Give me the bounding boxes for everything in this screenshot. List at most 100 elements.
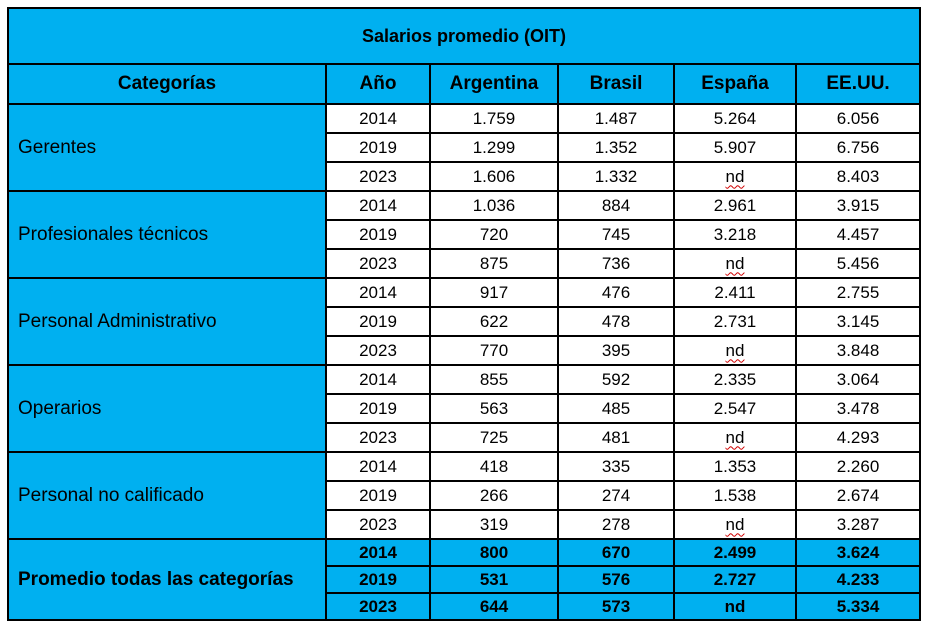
- category-group: Personal Administrativo 2014 917 476 2.4…: [7, 277, 922, 366]
- espana-cell: 1.538: [673, 480, 797, 511]
- espana-cell: 2.547: [673, 393, 797, 424]
- table-row: Operarios 2014 855 592 2.335 3.064: [7, 364, 922, 453]
- espana-cell: 5.907: [673, 132, 797, 163]
- category-group: Personal no calificado 2014 418 335 1.35…: [7, 451, 922, 540]
- argentina-cell: 1.036: [429, 190, 559, 221]
- nd-value: nd: [725, 166, 745, 186]
- brasil-cell: 478: [557, 306, 675, 337]
- salary-table: Salarios promedio (OIT) Categorías Año A…: [6, 7, 922, 621]
- eeuu-cell: 2.260: [794, 451, 922, 482]
- category-group: Profesionales técnicos 2014 1.036 884 2.…: [7, 190, 922, 279]
- header-espana: España: [673, 63, 797, 105]
- year-cell: 2019: [325, 480, 431, 511]
- year-cell: 2014: [325, 538, 431, 567]
- eeuu-cell: 6.056: [794, 103, 922, 134]
- brasil-cell: 395: [557, 335, 675, 366]
- eeuu-cell: 3.478: [794, 393, 922, 424]
- brasil-cell: 884: [557, 190, 675, 221]
- brasil-cell: 476: [557, 277, 675, 308]
- espana-cell: 2.499: [673, 538, 797, 567]
- category-label: Promedio todas las categorías: [7, 538, 327, 621]
- header-row: Categorías Año Argentina Brasil España E…: [7, 63, 922, 105]
- brasil-cell: 274: [557, 480, 675, 511]
- year-cell: 2023: [325, 161, 431, 192]
- table-row: 2019 563 485 2.547 3.478: [8, 393, 922, 424]
- espana-cell: nd: [673, 161, 797, 192]
- year-cell: 2019: [325, 565, 431, 594]
- brasil-cell: 1.487: [557, 103, 675, 134]
- table-row: 2019 720 745 3.218 4.457: [8, 219, 922, 250]
- espana-cell: 2.961: [673, 190, 797, 221]
- brasil-cell: 745: [557, 219, 675, 250]
- category-label: Operarios: [7, 364, 327, 453]
- espana-cell: nd: [673, 509, 797, 540]
- argentina-cell: 917: [429, 277, 559, 308]
- header-categorias: Categorías: [7, 63, 327, 105]
- eeuu-cell: 5.456: [794, 248, 922, 279]
- table-row: 2023 770 395 nd 3.848: [8, 335, 922, 366]
- espana-cell: nd: [673, 335, 797, 366]
- year-cell: 2023: [325, 592, 431, 621]
- table-row: 2019 1.299 1.352 5.907 6.756: [8, 132, 922, 163]
- argentina-cell: 1.299: [429, 132, 559, 163]
- title-row: Salarios promedio (OIT): [6, 7, 922, 65]
- brasil-cell: 1.352: [557, 132, 675, 163]
- year-cell: 2019: [325, 132, 431, 163]
- table-row: Personal Administrativo 2014 917 476 2.4…: [7, 277, 922, 366]
- argentina-cell: 622: [429, 306, 559, 337]
- argentina-cell: 1.759: [429, 103, 559, 134]
- table-row: 2019 266 274 1.538 2.674: [8, 480, 922, 511]
- table-row: Personal no calificado 2014 418 335 1.35…: [7, 451, 922, 540]
- nd-value: nd: [725, 340, 745, 360]
- eeuu-cell: 2.755: [794, 277, 922, 308]
- espana-cell: nd: [673, 422, 797, 453]
- brasil-cell: 278: [557, 509, 675, 540]
- header-argentina: Argentina: [429, 63, 559, 105]
- year-cell: 2023: [325, 248, 431, 279]
- table-row: 2023 319 278 nd 3.287: [8, 509, 922, 540]
- argentina-cell: 531: [429, 565, 559, 594]
- eeuu-cell: 8.403: [794, 161, 922, 192]
- nd-value: nd: [725, 253, 745, 273]
- year-cell: 2019: [325, 393, 431, 424]
- argentina-cell: 725: [429, 422, 559, 453]
- eeuu-cell: 4.457: [794, 219, 922, 250]
- brasil-cell: 485: [557, 393, 675, 424]
- table-row: 2023 725 481 nd 4.293: [8, 422, 922, 453]
- eeuu-cell: 3.624: [794, 538, 922, 567]
- eeuu-cell: 3.064: [794, 364, 922, 395]
- nd-value: nd: [725, 514, 745, 534]
- year-cell: 2014: [325, 190, 431, 221]
- table-row: 2019 531 576 2.727 4.233: [8, 565, 922, 594]
- espana-cell: 2.411: [673, 277, 797, 308]
- argentina-cell: 770: [429, 335, 559, 366]
- category-group: Gerentes 2014 1.759 1.487 5.264 6.056 20…: [7, 103, 922, 192]
- table-row: 2019 622 478 2.731 3.145: [8, 306, 922, 337]
- table-row: Promedio todas las categorías 2014 800 6…: [7, 538, 922, 621]
- salary-table-container: Salarios promedio (OIT) Categorías Año A…: [6, 7, 922, 621]
- brasil-cell: 670: [557, 538, 675, 567]
- year-cell: 2019: [325, 306, 431, 337]
- eeuu-cell: 2.674: [794, 480, 922, 511]
- header-brasil: Brasil: [557, 63, 675, 105]
- category-group: Operarios 2014 855 592 2.335 3.064 2019 …: [7, 364, 922, 453]
- espana-cell: 2.335: [673, 364, 797, 395]
- eeuu-cell: 4.293: [794, 422, 922, 453]
- argentina-cell: 855: [429, 364, 559, 395]
- year-cell: 2019: [325, 219, 431, 250]
- table-row: 2023 875 736 nd 5.456: [8, 248, 922, 279]
- table-row: 2023 1.606 1.332 nd 8.403: [8, 161, 922, 192]
- year-cell: 2014: [325, 364, 431, 395]
- brasil-cell: 573: [557, 592, 675, 621]
- argentina-cell: 800: [429, 538, 559, 567]
- argentina-cell: 720: [429, 219, 559, 250]
- year-cell: 2023: [325, 335, 431, 366]
- argentina-cell: 644: [429, 592, 559, 621]
- argentina-cell: 563: [429, 393, 559, 424]
- category-label: Gerentes: [7, 103, 327, 192]
- argentina-cell: 875: [429, 248, 559, 279]
- header-eeuu: EE.UU.: [794, 63, 922, 105]
- eeuu-cell: 3.145: [794, 306, 922, 337]
- category-label: Profesionales técnicos: [7, 190, 327, 279]
- header-ano: Año: [325, 63, 431, 105]
